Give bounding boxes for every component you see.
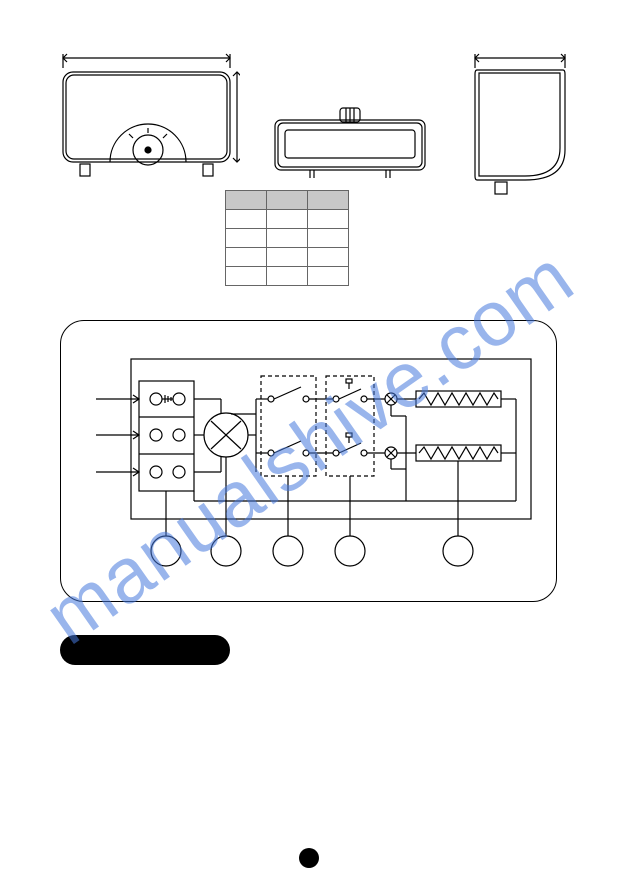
product-top-view (270, 100, 430, 180)
table-cell (308, 248, 349, 267)
table-cell (267, 248, 308, 267)
table-cell (226, 248, 267, 267)
table-cell (308, 210, 349, 229)
table-cell (308, 267, 349, 286)
dimensions-table (225, 190, 349, 286)
wiring-diagram (60, 320, 557, 602)
table-cell (226, 229, 267, 248)
manual-page: manualshive.com (0, 0, 617, 893)
table-cell (308, 229, 349, 248)
section-heading-pill (60, 635, 230, 665)
table-cell (267, 267, 308, 286)
table-cell (226, 267, 267, 286)
product-views-row (55, 50, 565, 200)
table-header-cell (226, 191, 267, 210)
circuit-svg (61, 321, 556, 601)
table-cell (267, 210, 308, 229)
product-front-view (55, 50, 240, 190)
table-cell (226, 210, 267, 229)
page-number-dot (299, 848, 319, 868)
product-side-view (465, 50, 575, 200)
table-header-cell (308, 191, 349, 210)
table-cell (267, 229, 308, 248)
table-header-cell (267, 191, 308, 210)
